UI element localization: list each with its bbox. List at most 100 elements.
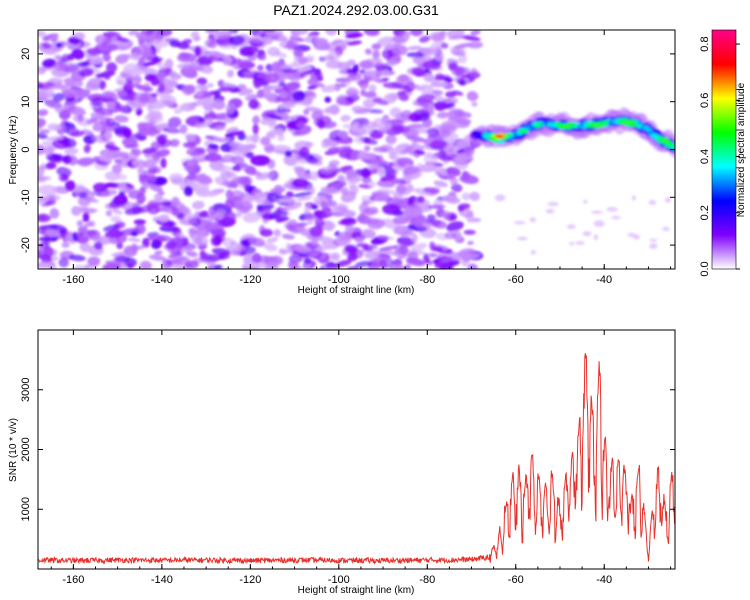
spectrogram-noise-blob (395, 184, 407, 194)
spectrogram-noise-blob (389, 178, 407, 185)
spectrogram-noise-blob (89, 58, 104, 65)
spectrogram-noise-blob (411, 233, 418, 243)
spectrogram-noise-blob (168, 173, 184, 184)
spectrogram-noise-blob (115, 75, 124, 86)
spectrogram-noise-blob (425, 152, 434, 158)
spectrogram-noise-blob (361, 176, 372, 184)
spectrogram-noise-blob (191, 235, 209, 246)
spectrogram-noise-blob (292, 90, 306, 102)
spectrogram-noise-blob (216, 159, 224, 169)
spectrogram-noise-blob (264, 85, 284, 91)
spectrogram-noise-blob (116, 90, 128, 97)
spectrogram-noise-blob (117, 183, 127, 192)
spectrogram-noise-blob (423, 187, 440, 194)
spectrogram-noise-blob (43, 248, 58, 257)
spectrogram-noise-blob (396, 236, 416, 247)
spectrogram-noise-blob (413, 218, 432, 230)
spectrogram-x-ticks: -160 -140 -120 -100 -80 -60 -40 (50, 30, 672, 286)
spectrogram-noise-blob (92, 123, 103, 132)
spectrogram-noise-blob (338, 68, 347, 74)
spectrogram-noise-blob (288, 223, 306, 234)
spectrogram-noise-blob (444, 231, 457, 240)
spectrogram-noise-blob (114, 221, 126, 229)
spectrogram-noise-blob (75, 231, 84, 238)
spectrogram-noise-blob (138, 94, 150, 104)
spectrogram-noise-blob (186, 147, 206, 156)
spectrogram-noise-blob (171, 197, 180, 207)
spectrogram-noise-blob (340, 191, 357, 203)
spectrogram-ridge-core (646, 128, 653, 133)
spectrogram-noise-blob (209, 51, 229, 59)
spectrogram-noise-blob (457, 248, 476, 257)
spectrogram-noise-blob (320, 186, 339, 195)
spectrogram-noise-blob (64, 180, 76, 192)
spectrogram-noise-blob (291, 30, 300, 39)
spectrogram-noise-blob (51, 138, 71, 150)
spectrogram-noise-blob (445, 142, 456, 153)
spectrogram-noise-blob (83, 144, 91, 154)
spectrogram-noise-blob (51, 37, 58, 43)
spectrogram-noise-blob (276, 198, 296, 203)
spectrogram-noise-blob (38, 261, 56, 269)
spectrogram-noise-blob (441, 123, 457, 135)
spectrogram-noise-blob (382, 82, 403, 89)
spectrogram-noise-blob (68, 254, 86, 262)
spectrogram-noise-blob (442, 195, 461, 204)
spectrogram-noise-blob (115, 173, 128, 181)
spectrogram-noise-blob (405, 257, 426, 267)
spectrogram-noise-blob (260, 136, 271, 146)
snr-y-axis-label: SNR (10 * v/v) (8, 418, 19, 482)
spectrogram-noise-blob (467, 240, 474, 245)
spectrogram-noise-blob (237, 84, 247, 90)
spectrogram-noise-blob (446, 167, 461, 177)
x-tick-label: -40 (596, 574, 612, 586)
spectrogram-noise-blob (116, 37, 129, 43)
spectrogram-noise-blob (447, 173, 456, 180)
spectrogram-noise-blob (194, 227, 210, 238)
spectrogram-noise-blob (324, 106, 338, 114)
spectrogram-noise-blob (469, 191, 480, 202)
spectrogram-noise-blob (442, 210, 451, 220)
spectrogram-noise-blob (406, 135, 426, 143)
spectrogram-noise-blob (582, 199, 588, 204)
colorbar-tick-label: 0.6 (699, 93, 711, 108)
spectrogram-noise-blob (403, 206, 423, 218)
spectrogram-noise-blob (377, 166, 386, 177)
spectrogram-noise-blob (436, 111, 450, 119)
spectrogram-noise-blob (230, 190, 245, 200)
spectrogram-noise-blob (38, 132, 49, 140)
spectrogram-noise-blob (377, 188, 398, 195)
spectrogram-noise-blob (239, 45, 259, 55)
spectrogram-noise-blob (225, 103, 235, 115)
spectrogram-noise-blob (446, 77, 455, 82)
spectrogram-noise-blob (611, 215, 621, 220)
spectrogram-noise-blob (388, 147, 405, 157)
spectrogram-noise-blob (432, 95, 445, 102)
spectrogram-noise-blob (338, 148, 355, 159)
spectrogram-noise-blob (575, 241, 585, 245)
spectrogram-noise-blob (363, 30, 380, 37)
spectrogram-noise-blob (49, 78, 65, 83)
spectrogram-noise-blob (254, 193, 267, 198)
spectrogram-noise-blob (331, 252, 341, 262)
spectrogram-noise-blob (325, 261, 335, 269)
spectrogram-noise-blob (232, 59, 252, 70)
spectrogram-noise-blobs (38, 30, 672, 269)
spectrogram-noise-blob (461, 192, 471, 201)
spectrogram-noise-blob (213, 236, 223, 246)
spectrogram-noise-blob (115, 255, 131, 263)
spectrogram-ridge-core (603, 121, 609, 126)
spectrogram-noise-blob (372, 49, 380, 60)
spectrogram-noise-blob (129, 133, 139, 140)
spectrogram-noise-blob (274, 129, 284, 136)
snr-x-ticks: -160 -140 -120 -100 -80 -60 -40 (50, 330, 672, 586)
spectrogram-noise-blob (45, 193, 61, 201)
spectrogram-noise-blob (99, 80, 107, 90)
spectrogram-noise-blob (93, 182, 109, 193)
x-tick-label: -160 (62, 574, 84, 586)
spectrogram-noise-blob (38, 109, 49, 117)
spectrogram-noise-blob (362, 137, 371, 144)
spectrogram-noise-blob (156, 234, 173, 242)
snr-background (38, 330, 675, 569)
spectrogram-noise-blob (137, 127, 152, 136)
